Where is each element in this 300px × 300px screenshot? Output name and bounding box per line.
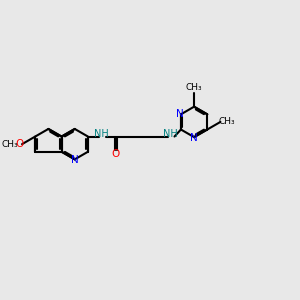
Text: N: N	[176, 109, 184, 119]
Text: N: N	[71, 155, 79, 165]
Text: O: O	[16, 139, 24, 149]
Text: NH: NH	[94, 129, 109, 139]
Text: CH₃: CH₃	[2, 140, 18, 148]
Text: N: N	[190, 133, 198, 143]
Text: NH: NH	[163, 129, 178, 139]
Text: O: O	[111, 149, 119, 159]
Text: CH₃: CH₃	[186, 83, 202, 92]
Text: CH₃: CH₃	[219, 117, 235, 126]
